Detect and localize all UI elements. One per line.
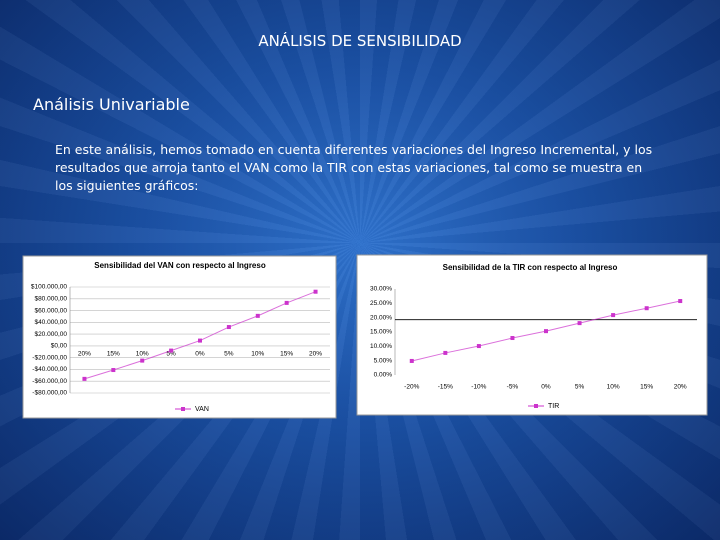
x-tick-label: 0% xyxy=(541,384,551,391)
slide-title: ANÁLISIS DE SENSIBILIDAD xyxy=(258,32,462,50)
point-marker xyxy=(284,300,289,305)
x-tick-label: 5% xyxy=(575,384,585,391)
point-marker xyxy=(577,321,582,326)
y-tick-label: $20.000,00 xyxy=(34,331,67,338)
y-tick-label: $80.000,00 xyxy=(34,295,67,302)
point-marker xyxy=(82,376,87,381)
point-marker xyxy=(443,350,448,355)
point-marker xyxy=(644,306,649,311)
y-tick-label: 20.00% xyxy=(370,314,392,321)
y-tick-label: -$20.000,00 xyxy=(32,354,67,361)
x-tick-label: 5% xyxy=(166,351,176,358)
point-marker xyxy=(169,348,174,353)
y-tick-label: 10.00% xyxy=(370,343,392,350)
chart-frame xyxy=(356,254,708,416)
y-tick-label: -$80.000,00 xyxy=(32,390,67,397)
x-tick-label: -5% xyxy=(507,384,519,391)
legend-label: VAN xyxy=(195,406,209,413)
x-tick-label: -15% xyxy=(438,384,453,391)
point-marker xyxy=(611,313,616,318)
x-tick-label: 15% xyxy=(640,384,653,391)
y-tick-label: 30.00% xyxy=(370,286,392,293)
point-marker xyxy=(198,338,202,343)
slide-subtitle: Análisis Univariable xyxy=(33,95,190,114)
y-tick-label: $100.000,00 xyxy=(31,284,68,291)
legend-marker xyxy=(534,404,538,408)
y-tick-label: 5.00% xyxy=(374,357,393,364)
point-marker xyxy=(409,358,414,363)
point-marker xyxy=(544,329,548,334)
point-marker xyxy=(111,368,116,373)
point-marker xyxy=(510,336,515,341)
x-tick-label: 0% xyxy=(195,351,205,358)
y-tick-label: 15.00% xyxy=(370,329,392,336)
point-marker xyxy=(255,313,260,318)
x-tick-label: 10% xyxy=(251,351,264,358)
x-tick-label: 20% xyxy=(674,384,687,391)
x-tick-label: 15% xyxy=(280,351,293,358)
y-tick-label: $60.000,00 xyxy=(34,307,67,314)
point-marker xyxy=(226,325,231,330)
point-marker xyxy=(476,344,481,349)
y-tick-label: $0,00 xyxy=(51,343,68,350)
legend-marker xyxy=(181,407,185,411)
y-tick-label: 25.00% xyxy=(370,300,392,307)
x-tick-label: 10% xyxy=(607,384,620,391)
x-tick-label: 15% xyxy=(107,351,120,358)
slide-body: En este análisis, hemos tomado en cuenta… xyxy=(55,142,653,193)
x-tick-label: 20% xyxy=(309,351,322,358)
y-tick-label: -$60.000,00 xyxy=(32,378,67,385)
legend-label: TIR xyxy=(548,403,559,410)
x-tick-label: 10% xyxy=(136,351,149,358)
point-marker xyxy=(678,299,683,304)
y-tick-label: 0.00% xyxy=(374,372,393,379)
y-tick-label: $40.000,00 xyxy=(34,319,67,326)
x-tick-label: 5% xyxy=(224,351,234,358)
chart-title: Sensibilidad de la TIR con respecto al I… xyxy=(443,263,618,272)
chart-title: Sensibilidad del VAN con respecto al Ing… xyxy=(94,261,266,270)
x-tick-label: -20% xyxy=(404,384,419,391)
y-tick-label: -$40.000,00 xyxy=(32,366,67,373)
x-tick-label: 20% xyxy=(78,351,91,358)
chart-frame xyxy=(22,255,337,419)
point-marker xyxy=(140,358,145,363)
point-marker xyxy=(313,289,318,294)
x-tick-label: -10% xyxy=(471,384,486,391)
